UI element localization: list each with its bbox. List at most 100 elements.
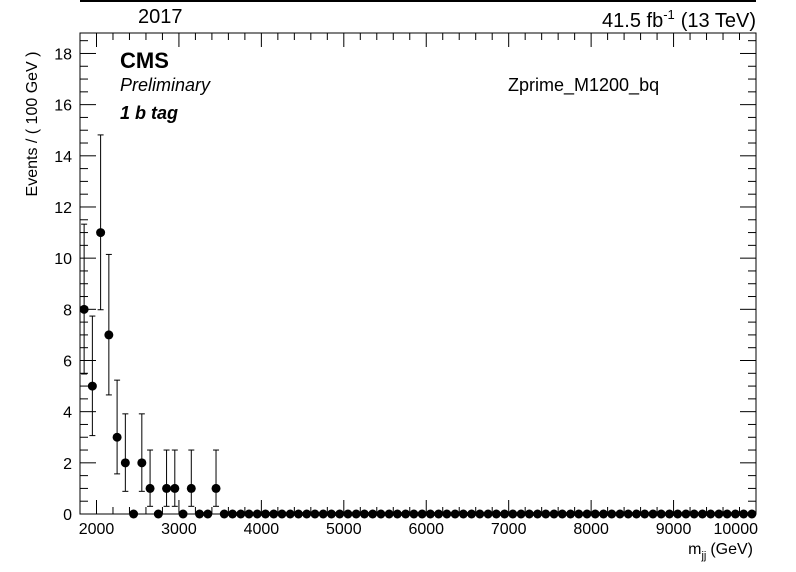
data-point bbox=[541, 509, 551, 519]
data-point bbox=[409, 509, 419, 519]
data-point bbox=[326, 509, 336, 519]
data-point bbox=[335, 509, 345, 519]
data-point bbox=[112, 432, 122, 442]
data-point bbox=[211, 483, 221, 493]
data-point bbox=[310, 509, 320, 519]
y-tick-label: 12 bbox=[54, 200, 72, 217]
data-point bbox=[640, 509, 650, 519]
data-point bbox=[747, 509, 757, 519]
data-point bbox=[673, 509, 683, 519]
data-point bbox=[442, 509, 452, 519]
x-tick-label: 9000 bbox=[656, 521, 692, 538]
data-point bbox=[351, 509, 361, 519]
data-point bbox=[236, 509, 246, 519]
data-point bbox=[533, 509, 543, 519]
y-tick-label: 2 bbox=[63, 456, 72, 473]
data-point bbox=[730, 509, 740, 519]
data-point bbox=[244, 509, 254, 519]
x-axis-label: mjj (GeV) bbox=[688, 541, 753, 562]
y-tick-label: 0 bbox=[63, 507, 72, 524]
data-point bbox=[689, 509, 699, 519]
data-point bbox=[656, 509, 666, 519]
y-tick-label: 8 bbox=[63, 302, 72, 319]
data-point bbox=[549, 509, 559, 519]
x-tick-label: 2000 bbox=[79, 521, 115, 538]
data-point bbox=[368, 509, 378, 519]
preliminary-label: Preliminary bbox=[120, 75, 211, 95]
data-points bbox=[79, 134, 757, 519]
data-point bbox=[450, 509, 460, 519]
luminosity-value: 41.5 fb bbox=[602, 10, 663, 32]
data-point bbox=[500, 509, 510, 519]
x-axis-label-main: m bbox=[688, 541, 701, 558]
data-point bbox=[458, 509, 468, 519]
data-point bbox=[153, 509, 163, 519]
data-point bbox=[417, 509, 427, 519]
sample-label: Zprime_M1200_bq bbox=[508, 75, 659, 96]
data-point bbox=[631, 509, 641, 519]
axes: 0 2 4 6 8 10 12 14 16 18 2000 3000 4000 5000 6000 7000 8… bbox=[54, 33, 758, 538]
data-point bbox=[170, 483, 180, 493]
y-tick-label: 10 bbox=[54, 251, 72, 268]
x-axis-label-sub: jj bbox=[700, 550, 706, 562]
plot-frame bbox=[79, 32, 757, 515]
x-tick-label: 10000 bbox=[714, 521, 759, 538]
data-point bbox=[557, 509, 567, 519]
data-point bbox=[598, 509, 608, 519]
data-point bbox=[219, 509, 229, 519]
data-point bbox=[343, 509, 353, 519]
data-point bbox=[359, 509, 369, 519]
data-point bbox=[607, 509, 617, 519]
data-point bbox=[664, 509, 674, 519]
data-point bbox=[425, 509, 435, 519]
data-point bbox=[491, 509, 501, 519]
y-tick-label: 18 bbox=[54, 46, 72, 63]
data-point bbox=[285, 509, 295, 519]
data-point bbox=[203, 509, 213, 519]
data-point bbox=[566, 509, 576, 519]
data-point bbox=[475, 509, 485, 519]
energy-label: (13 TeV) bbox=[681, 10, 756, 32]
x-tick-label: 3000 bbox=[161, 521, 197, 538]
y-tick-label: 6 bbox=[63, 353, 72, 370]
data-point bbox=[516, 509, 526, 519]
data-point bbox=[104, 330, 114, 340]
data-point bbox=[615, 509, 625, 519]
luminosity-label: 41.5 fb-1 (13 TeV) bbox=[602, 7, 756, 32]
data-point bbox=[401, 509, 411, 519]
data-point bbox=[178, 509, 188, 519]
data-point bbox=[697, 509, 707, 519]
y-axis-label: Events / ( 100 GeV ) bbox=[24, 52, 41, 197]
data-point bbox=[318, 509, 328, 519]
btag-category-label: 1 b tag bbox=[120, 103, 178, 123]
data-point bbox=[467, 509, 477, 519]
data-point bbox=[483, 509, 493, 519]
y-tick-label: 16 bbox=[54, 98, 72, 115]
data-point bbox=[120, 458, 130, 468]
data-point bbox=[376, 509, 386, 519]
data-point bbox=[590, 509, 600, 519]
data-point bbox=[714, 509, 724, 519]
data-point bbox=[260, 509, 270, 519]
data-point bbox=[293, 509, 303, 519]
y-tick-label: 4 bbox=[63, 405, 72, 422]
data-point bbox=[574, 509, 584, 519]
year-label: 2017 bbox=[138, 6, 183, 28]
data-point bbox=[681, 509, 691, 519]
x-tick-label: 7000 bbox=[491, 521, 527, 538]
data-point bbox=[252, 509, 262, 519]
data-point bbox=[706, 509, 716, 519]
x-tick-label: 4000 bbox=[244, 521, 280, 538]
data-point bbox=[228, 509, 238, 519]
data-point bbox=[582, 509, 592, 519]
data-point bbox=[129, 509, 139, 519]
data-point bbox=[79, 304, 89, 314]
x-axis-label-unit: (GeV) bbox=[710, 541, 753, 558]
data-point bbox=[186, 483, 196, 493]
data-point bbox=[392, 509, 402, 519]
data-point bbox=[277, 509, 287, 519]
data-point bbox=[137, 458, 147, 468]
luminosity-exponent: -1 bbox=[663, 7, 675, 22]
data-point bbox=[524, 509, 534, 519]
